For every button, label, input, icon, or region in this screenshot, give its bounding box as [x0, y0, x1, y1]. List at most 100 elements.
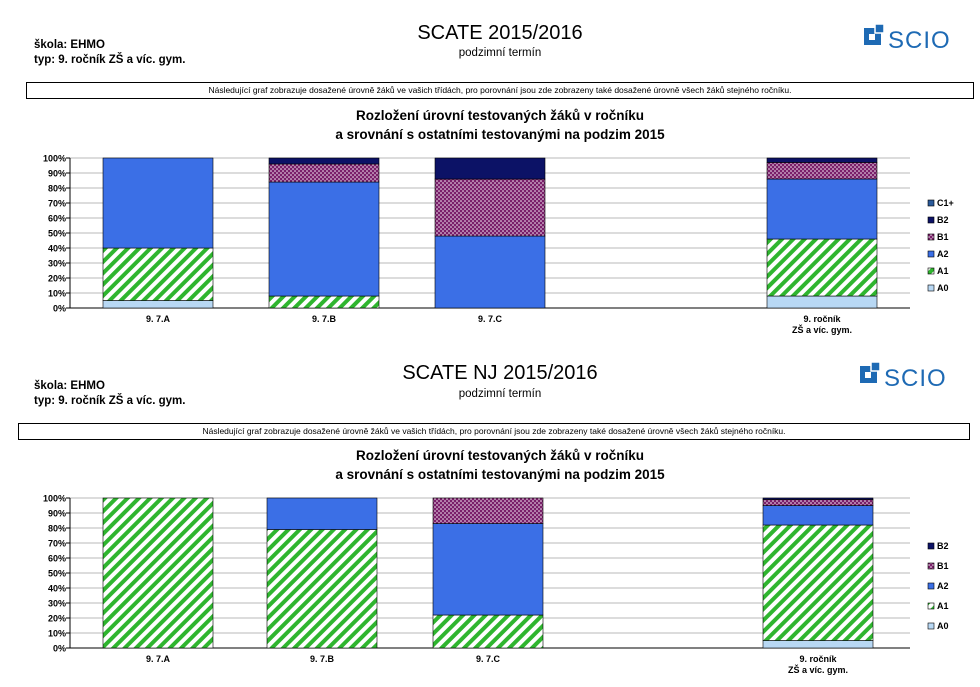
bar-segment-a0-9-ro-n-k	[766, 295, 878, 309]
school-info: škola: EHMO typ: 9. ročník ZŠ a víc. gym…	[34, 38, 185, 68]
x-tick-label: ZŠ a víc. gym.	[792, 324, 852, 335]
bar-segment-a0-9-7-a	[102, 300, 214, 309]
y-tick-label: 40%	[48, 244, 66, 254]
y-tick-label: 10%	[48, 629, 66, 639]
legend-swatch-c1plus	[927, 199, 935, 207]
bar-segment-a1-9-7-b	[266, 529, 378, 649]
school-info: škola: EHMO typ: 9. ročník ZŠ a víc. gym…	[34, 379, 185, 409]
legend-swatch-a0	[927, 284, 935, 292]
y-tick-label: 40%	[48, 584, 66, 594]
y-tick-label: 60%	[48, 554, 66, 564]
bar-segment-b1-9-7-c	[434, 178, 546, 237]
legend-label-a2: A2	[937, 249, 949, 259]
report-subtitle: podzimní termín	[458, 388, 542, 400]
legend-swatch-a0	[927, 622, 935, 630]
x-tick-label: 9. 7.B	[310, 654, 335, 664]
legend-label-b1: B1	[937, 232, 949, 242]
x-tick-label: ZŠ a víc. gym.	[788, 664, 848, 675]
logo-text: SCIO	[884, 365, 947, 392]
y-tick-label: 80%	[48, 184, 66, 194]
report-title: SCATE NJ 2015/2016	[402, 362, 598, 384]
legend-label-a0: A0	[937, 621, 949, 631]
bar-segment-b1-9-7-c	[432, 497, 544, 524]
chart-title-line2: a srovnání s ostatními testovanými na po…	[335, 467, 665, 482]
y-tick-label: 70%	[48, 539, 66, 549]
legend-swatch-a1	[927, 267, 935, 275]
report-title: SCATE 2015/2016	[417, 22, 583, 44]
report-subtitle: podzimní termín	[458, 47, 542, 59]
chart-title: Rozložení úrovní testovaných žáků v ročn…	[200, 106, 800, 144]
bar-segment-a2-9-ro-n-k	[766, 178, 878, 240]
bar-segment-a2-9-7-b	[266, 497, 378, 530]
bar-segment-a1-9-ro-n-k	[762, 524, 874, 641]
bar-segment-a2-9-7-b	[268, 181, 380, 297]
chart-2: 0% 10% 20% 30% 40% 50% 60% 70% 80% 90% 100% 9. 7.A 9…	[43, 494, 949, 676]
x-tick-label: 9. 7.C	[476, 654, 501, 664]
school-name: škola: EHMO	[34, 39, 105, 51]
bar-segment-a2-9-7-c	[432, 523, 544, 616]
legend-label-a1: A1	[937, 266, 949, 276]
legend-label-a1: A1	[937, 601, 949, 611]
school-type: typ: 9. ročník ZŠ a víc. gym.	[34, 54, 186, 66]
legend-swatch-b1	[927, 562, 935, 570]
bar-segment-b1-9-ro-n-k	[762, 499, 874, 506]
bar-segment-a2-9-7-c	[434, 235, 546, 309]
legend-label-b1: B1	[937, 561, 949, 571]
info-note: Následující graf zobrazuje dosažené úrov…	[26, 82, 974, 99]
legend-swatch-a2	[927, 582, 935, 590]
y-tick-label: 0%	[53, 644, 66, 654]
x-tick-label: 9. 7.C	[478, 314, 503, 324]
bar-segment-b1-9-ro-n-k	[766, 162, 878, 180]
y-tick-label: 50%	[48, 229, 66, 239]
legend-swatch-a1	[927, 602, 935, 610]
y-tick-label: 20%	[48, 274, 66, 284]
report-2: škola: EHMO typ: 9. ročník ZŠ a víc. gym…	[0, 340, 980, 680]
y-tick-label: 20%	[48, 614, 66, 624]
y-tick-label: 50%	[48, 569, 66, 579]
legend-label-a2: A2	[937, 581, 949, 591]
y-tick-label: 100%	[43, 154, 66, 164]
info-note: Následující graf zobrazuje dosažené úrov…	[18, 423, 970, 440]
legend-label-b2: B2	[937, 541, 949, 551]
y-tick-label: 0%	[53, 304, 66, 314]
school-type: typ: 9. ročník ZŠ a víc. gym.	[34, 395, 186, 407]
y-tick-label: 90%	[48, 169, 66, 179]
x-tick-label: 9. ročník	[799, 654, 837, 664]
bar-segment-b2-9-7-b	[268, 157, 380, 165]
legend-swatch-a2	[927, 250, 935, 258]
chart-title-line1: Rozložení úrovní testovaných žáků v ročn…	[355, 448, 645, 463]
y-tick-label: 100%	[43, 494, 66, 504]
legend-swatch-b1	[927, 233, 935, 241]
chart-title-line1: Rozložení úrovní testovaných žáků v ročn…	[355, 108, 645, 123]
x-tick-label: 9. ročník	[803, 314, 841, 324]
bar-segment-a1-9-7-c	[432, 614, 544, 649]
y-tick-label: 60%	[48, 214, 66, 224]
legend-swatch-b2	[927, 216, 935, 224]
x-tick-label: 9. 7.A	[146, 654, 171, 664]
bar-segment-b2-9-ro-n-k	[762, 497, 874, 500]
bar-segment-b2-9-ro-n-k	[766, 157, 878, 163]
logo-text: SCIO	[888, 27, 951, 54]
bar-segment-a1-9-7-a	[102, 497, 214, 649]
bar-segment-b2-9-7-c	[434, 157, 546, 180]
chart-1: 0% 10% 20% 30% 40% 50% 60% 70% 80% 90% 100% 9. 7.A 9…	[43, 154, 954, 336]
legend-label-a0: A0	[937, 283, 949, 293]
y-tick-label: 30%	[48, 259, 66, 269]
chart-title: Rozložení úrovní testovaných žáků v ročn…	[200, 446, 800, 484]
bar-segment-b1-9-7-b	[268, 163, 380, 183]
y-tick-label: 90%	[48, 509, 66, 519]
scio-logo: SCIO	[860, 362, 960, 392]
legend-label-b2: B2	[937, 215, 949, 225]
y-tick-label: 30%	[48, 599, 66, 609]
scio-logo: SCIO	[864, 24, 964, 54]
chart-title-line2: a srovnání s ostatními testovanými na po…	[335, 127, 665, 142]
legend-label-c1plus: C1+	[937, 198, 954, 208]
bar-segment-a1-9-ro-n-k	[766, 238, 878, 297]
x-tick-label: 9. 7.B	[312, 314, 337, 324]
bar-segment-a0-9-ro-n-k	[762, 640, 874, 649]
x-tick-label: 9. 7.A	[146, 314, 171, 324]
bar-segment-a1-9-7-b	[268, 295, 380, 309]
y-tick-label: 80%	[48, 524, 66, 534]
bar-segment-a2-9-ro-n-k	[762, 505, 874, 526]
y-tick-label: 70%	[48, 199, 66, 209]
